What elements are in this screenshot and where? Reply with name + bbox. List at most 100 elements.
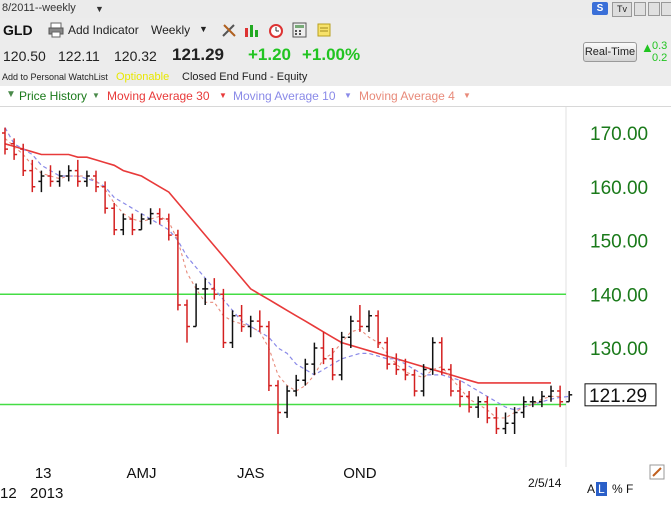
ohlc-bar [193, 283, 200, 328]
mode-f-button[interactable]: F [626, 482, 633, 496]
y-tick-label: 140.00 [590, 285, 648, 306]
realtime-value-2: 0.2 [652, 52, 668, 64]
ohlc-bar [256, 310, 263, 332]
legend-ma30[interactable]: Moving Average 30 [107, 89, 210, 103]
ohlc-bar [420, 364, 427, 397]
ohlc-bar [320, 331, 327, 365]
mode-a-button[interactable]: A [587, 482, 595, 496]
watchlist-link[interactable]: Add to Personal WatchList [2, 72, 108, 82]
ohlc-bar [457, 380, 463, 408]
alarm-clock-icon[interactable] [268, 22, 284, 38]
ohlc-bar [338, 331, 345, 381]
printer-icon[interactable] [48, 22, 64, 38]
ohlc-bar [511, 407, 518, 434]
ohlc-bar [429, 337, 436, 375]
title-bar: 8/2011--weekly ▼ S Tv [0, 0, 671, 19]
indicator-legend: ▼ Price History ▼ Moving Average 30 ▼ Mo… [0, 86, 671, 107]
add-indicator-button[interactable]: Add Indicator [68, 23, 139, 37]
interval-dropdown-icon[interactable]: ▼ [199, 24, 208, 34]
ohlc-bar [102, 181, 109, 214]
title-dropdown-icon[interactable]: ▼ [95, 4, 104, 14]
ohlc-bar [538, 391, 545, 408]
legend-price-history[interactable]: Price History [19, 89, 88, 103]
year-label: 12 [0, 485, 17, 502]
quote-last: 121.29 [172, 45, 224, 64]
ohlc-bar [65, 165, 72, 182]
ma4-dropdown-icon[interactable]: ▼ [463, 91, 471, 100]
ohlc-bar [2, 127, 8, 155]
maximize-window-icon[interactable] [648, 2, 660, 16]
mode-l-button[interactable]: L [598, 482, 605, 496]
legend-ma4[interactable]: Moving Average 4 [359, 89, 455, 103]
ohlc-bar [366, 310, 372, 332]
ohlc-bar [47, 165, 54, 187]
ohlc-bar [129, 213, 136, 236]
ohlc-bar [411, 369, 418, 397]
legend-ma10[interactable]: Moving Average 10 [233, 89, 336, 103]
ohlc-bar [566, 391, 573, 403]
realtime-button[interactable]: Real-Time [583, 42, 637, 62]
ohlc-bar [138, 213, 145, 231]
quote-high: 122.11 [58, 48, 100, 64]
series-line-ma30 [4, 143, 551, 384]
ohlc-bar [484, 396, 491, 424]
ohlc-bar [229, 310, 236, 348]
ohlc-bar [284, 385, 291, 418]
ohlc-bar [11, 138, 18, 160]
restore-window-icon[interactable] [634, 2, 646, 16]
ohlc-bar [147, 208, 154, 225]
x-tick-label: OND [343, 465, 377, 482]
optionable-badge: Optionable [116, 71, 170, 83]
y-tick-label: 170.00 [590, 124, 648, 145]
ohlc-bar [520, 396, 527, 418]
ohlc-bar [211, 278, 218, 300]
logo-badge[interactable]: S [592, 2, 608, 15]
ohlc-bar [174, 229, 181, 311]
chart-svg[interactable]: 170.00 160.00 150.00 140.00 130.00 121.29 13 AM… [0, 107, 671, 506]
toolbar: GLD Add Indicator Weekly ▼ [0, 18, 671, 42]
tv-badge[interactable]: Tv [612, 2, 632, 17]
ohlc-bar [202, 278, 209, 305]
tools-icon[interactable] [221, 22, 237, 38]
quote-low: 120.32 [114, 48, 157, 64]
price-chart[interactable]: 170.00 160.00 150.00 140.00 130.00 121.29 13 AM… [0, 107, 671, 506]
series-line-ma4 [4, 137, 561, 419]
ohlc-bar [347, 315, 354, 348]
window-title: 8/2011--weekly [2, 2, 76, 14]
ohlc-bar [120, 213, 127, 236]
quote-row: 120.50 122.11 120.32 121.29 +1.20 +1.00%… [0, 40, 671, 69]
ohlc-bar [93, 170, 99, 193]
series-line-ma10 [4, 127, 570, 411]
symbol-input[interactable]: GLD [3, 22, 33, 38]
ohlc-bar [165, 213, 172, 241]
close-window-icon[interactable] [661, 2, 671, 16]
ma30-dropdown-icon[interactable]: ▼ [219, 91, 227, 100]
quote-change: +1.20 [248, 45, 292, 64]
fund-type: Closed End Fund - Equity [182, 71, 308, 83]
ohlc-bar [529, 396, 536, 408]
interval-select[interactable]: Weekly [151, 23, 191, 37]
x-tick-label: AMJ [127, 465, 157, 482]
chart-type-icon[interactable] [244, 22, 260, 38]
mode-percent-button[interactable]: % [612, 482, 623, 496]
ohlc-bar [466, 391, 473, 413]
ohlc-bar [184, 299, 190, 343]
ohlc-bar [238, 305, 245, 332]
ohlc-bar [548, 385, 554, 402]
footer-date: 2/5/14 [528, 476, 562, 490]
ohlc-bar [247, 315, 254, 338]
price-history-dropdown-icon[interactable]: ▼ [92, 91, 100, 100]
info-row: Add to Personal WatchList Optionable Clo… [0, 69, 671, 86]
ohlc-bar [20, 143, 27, 176]
ohlc-bar [29, 159, 36, 193]
calculator-icon[interactable] [292, 22, 308, 38]
quote-open: 120.50 [3, 48, 46, 64]
mode-l-highlight [596, 482, 607, 496]
ohlc-bar [438, 337, 445, 375]
ma10-dropdown-icon[interactable]: ▼ [344, 91, 352, 100]
pencil-icon[interactable] [649, 464, 665, 480]
note-icon[interactable] [316, 22, 332, 38]
ohlc-bar [311, 342, 318, 375]
ohlc-bar [302, 358, 309, 386]
ohlc-bar [83, 170, 90, 187]
